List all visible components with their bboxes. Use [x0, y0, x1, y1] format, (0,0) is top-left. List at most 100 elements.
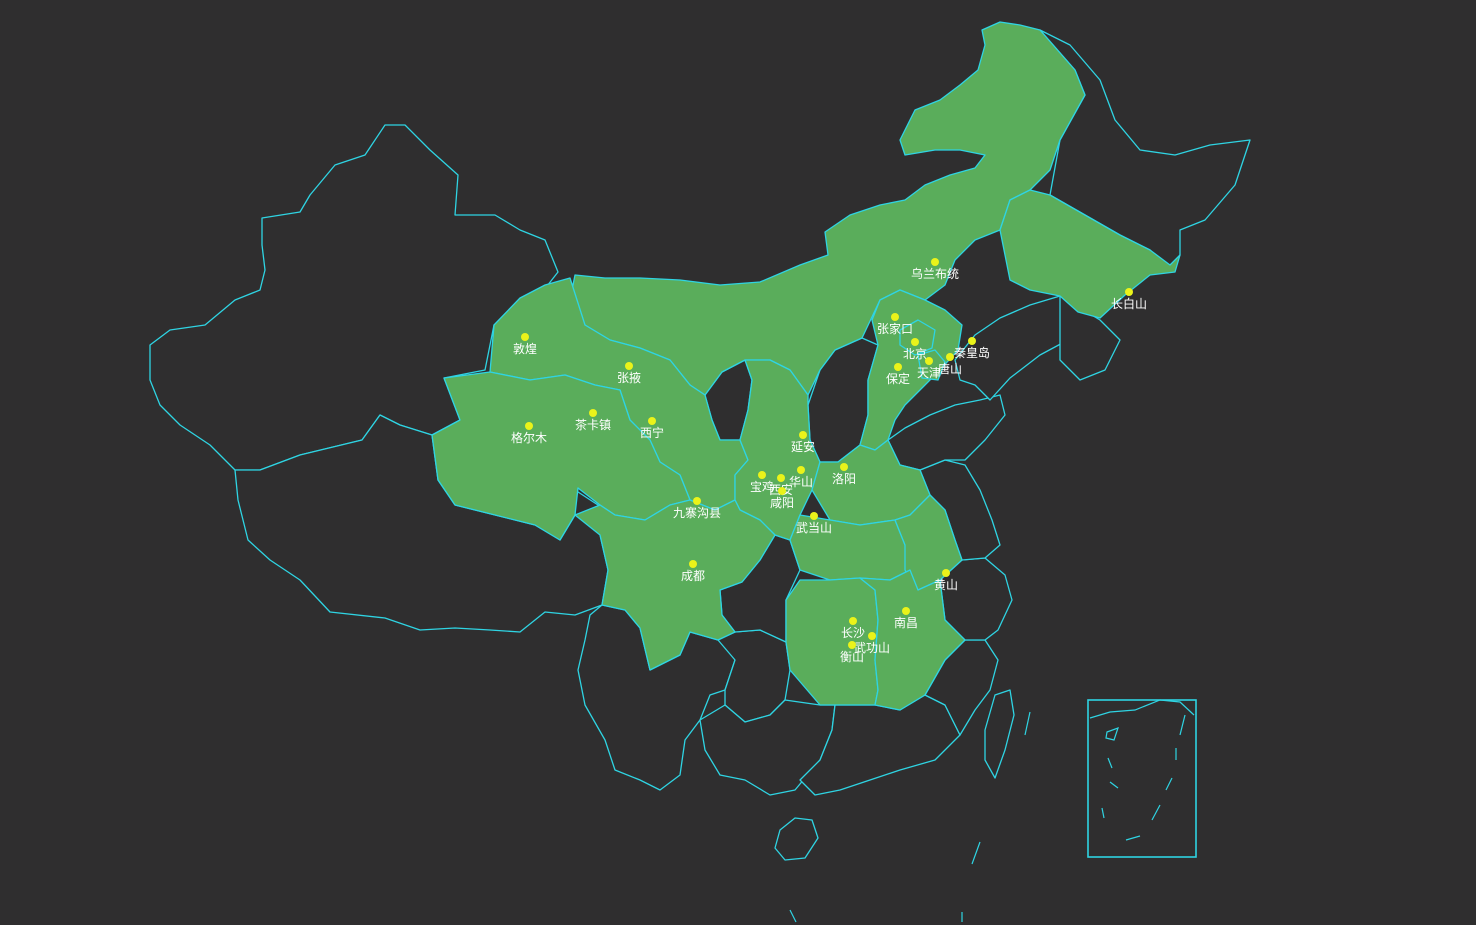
city-dot[interactable]: [797, 466, 805, 474]
city-marker[interactable]: 茶卡镇: [575, 409, 611, 432]
city-marker[interactable]: 武功山: [854, 632, 890, 655]
city-dot[interactable]: [849, 617, 857, 625]
province-hebei[interactable]: [859, 289, 963, 451]
city-marker[interactable]: 黄山: [934, 569, 958, 592]
city-marker[interactable]: 保定: [886, 363, 910, 386]
inset-dash-7: [1109, 781, 1119, 789]
region-north-neighbor: [1039, 29, 1251, 271]
city-dot[interactable]: [840, 463, 848, 471]
city-marker[interactable]: 洛阳: [832, 463, 856, 486]
city-dot[interactable]: [625, 362, 633, 370]
city-label: 衡山: [840, 650, 864, 664]
city-marker[interactable]: 敦煌: [513, 333, 537, 356]
city-dot[interactable]: [946, 353, 954, 361]
inset-island-1: [1105, 727, 1119, 741]
city-markers: 乌兰布统长白山张家口北京秦皇岛天津唐山保定敦煌张掖格尔木茶卡镇西宁延安洛阳宝鸡西…: [511, 258, 1147, 664]
city-dot[interactable]: [911, 338, 919, 346]
city-label: 长沙: [841, 626, 865, 640]
city-label: 洛阳: [832, 471, 856, 486]
city-marker[interactable]: 长沙: [841, 617, 865, 640]
city-dot[interactable]: [525, 422, 533, 430]
city-label: 乌兰布统: [911, 266, 959, 281]
inset-dash-3: [1165, 777, 1173, 791]
city-dot[interactable]: [693, 497, 701, 505]
city-dot[interactable]: [799, 431, 807, 439]
city-label: 长白山: [1111, 296, 1147, 311]
city-dot[interactable]: [810, 512, 818, 520]
city-marker[interactable]: 唐山: [938, 353, 962, 376]
city-marker[interactable]: 西宁: [640, 417, 664, 440]
province-shaanxi[interactable]: [734, 359, 821, 541]
city-dot[interactable]: [868, 632, 876, 640]
city-marker[interactable]: 衡山: [840, 641, 864, 664]
city-label: 成都: [681, 569, 705, 583]
province-hainan[interactable]: [774, 817, 819, 861]
city-label: 敦煌: [513, 341, 537, 356]
city-label: 保定: [886, 371, 910, 386]
city-marker[interactable]: 成都: [681, 560, 705, 583]
region-korea-coast: [1059, 295, 1121, 381]
city-dot[interactable]: [968, 337, 976, 345]
city-marker[interactable]: 张家口: [877, 313, 913, 336]
city-dot[interactable]: [891, 313, 899, 321]
city-label: 延安: [791, 439, 815, 454]
city-marker[interactable]: 天津: [917, 357, 941, 380]
city-dot[interactable]: [778, 487, 786, 495]
south-china-sea-inset: [1087, 699, 1197, 858]
city-dot[interactable]: [758, 471, 766, 479]
city-dot[interactable]: [925, 357, 933, 365]
city-marker[interactable]: 秦皇岛: [954, 337, 990, 360]
island-dash-2: [971, 841, 981, 865]
city-label: 唐山: [938, 361, 962, 376]
coastal-islands: [789, 711, 1031, 923]
island-dash-1: [1024, 711, 1031, 736]
city-marker[interactable]: 华山: [789, 466, 813, 489]
province-taiwan[interactable]: [984, 689, 1015, 779]
inset-coast: [1089, 699, 1195, 719]
city-dot[interactable]: [689, 560, 697, 568]
province-beijing[interactable]: [899, 319, 936, 356]
province-heilongjiang-jilin[interactable]: [999, 189, 1181, 319]
city-label: 张掖: [617, 371, 641, 385]
city-marker[interactable]: 武当山: [796, 512, 832, 535]
city-dot[interactable]: [931, 258, 939, 266]
city-dot[interactable]: [521, 333, 529, 341]
city-dot[interactable]: [848, 641, 856, 649]
province-sichuan[interactable]: [574, 499, 776, 671]
city-marker[interactable]: 九寨沟县: [673, 497, 721, 520]
city-dot[interactable]: [589, 409, 597, 417]
city-dot[interactable]: [777, 474, 785, 482]
city-label: 华山: [789, 475, 813, 489]
city-marker[interactable]: 格尔木: [511, 422, 547, 445]
city-label: 天津: [917, 366, 941, 380]
city-marker[interactable]: 北京: [903, 338, 927, 361]
city-label: 格尔木: [511, 430, 547, 445]
inset-dash-8: [1107, 757, 1113, 769]
inset-dash-4: [1151, 804, 1161, 821]
province-shandong[interactable]: [887, 394, 1006, 471]
city-marker[interactable]: 张掖: [617, 362, 641, 385]
province-tianjin[interactable]: [917, 349, 946, 381]
city-marker[interactable]: 延安: [791, 431, 815, 454]
city-marker[interactable]: 宝鸡: [750, 471, 774, 494]
city-label: 黄山: [934, 578, 958, 592]
city-dot[interactable]: [902, 607, 910, 615]
city-label: 张家口: [877, 321, 913, 336]
inset-dash-6: [1101, 807, 1105, 819]
city-dot[interactable]: [648, 417, 656, 425]
province-anhui[interactable]: [894, 494, 963, 591]
city-dot[interactable]: [942, 569, 950, 577]
city-label: 茶卡镇: [575, 417, 611, 432]
city-marker[interactable]: 长白山: [1111, 288, 1147, 311]
city-marker[interactable]: 咸阳: [770, 487, 794, 510]
city-label: 咸阳: [770, 496, 794, 510]
city-marker[interactable]: 乌兰布统: [911, 258, 959, 281]
inset-dash-1: [1179, 714, 1186, 736]
city-marker[interactable]: 南昌: [894, 607, 918, 630]
city-dot[interactable]: [894, 363, 902, 371]
city-dot[interactable]: [1125, 288, 1133, 296]
province-jiangxi[interactable]: [859, 569, 966, 711]
city-label: 秦皇岛: [954, 345, 990, 360]
